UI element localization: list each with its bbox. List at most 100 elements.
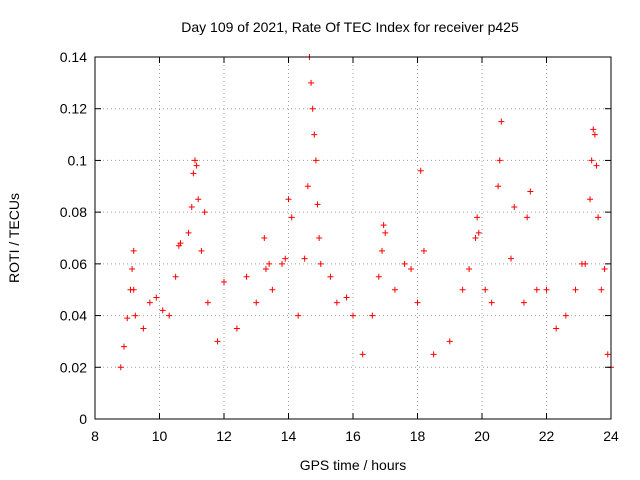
x-tick-label: 24 [603,428,619,444]
data-point [380,222,387,229]
data-point [379,247,386,254]
data-point [117,364,124,371]
data-point [401,260,408,267]
data-point [282,255,289,262]
data-point [466,266,473,273]
data-point [472,235,479,241]
data-point [188,203,195,210]
data-point [475,229,482,236]
data-point [524,214,531,221]
data-point [316,235,323,241]
data-point [488,299,495,306]
data-point [543,286,550,293]
data-point [311,131,318,138]
data-point [446,338,453,345]
x-tick-label: 16 [345,428,361,444]
y-tick-label: 0.12 [60,101,87,117]
data-point [191,157,198,164]
data-point [508,255,515,262]
x-tick-label: 8 [91,428,99,444]
data-point [285,196,292,203]
data-point [496,157,503,164]
data-point [193,162,200,169]
y-tick-label: 0 [79,411,87,427]
data-point [204,299,211,306]
data-point [201,209,208,216]
data-point [130,286,137,293]
data-point [140,325,147,332]
data-point [588,157,595,164]
data-point [572,286,579,293]
x-tick-label: 12 [216,428,232,444]
data-point [262,266,269,273]
grid-lines [95,57,611,419]
y-tick-label: 0.06 [60,256,87,272]
data-point [417,167,424,174]
data-point [153,294,160,301]
data-point [553,325,560,332]
y-tick-label: 0.02 [60,359,87,375]
data-point [159,307,166,314]
data-point [495,183,502,190]
data-point [214,338,221,345]
data-point [177,240,184,247]
data-point [562,312,569,319]
data-point [261,235,268,241]
y-tick-label: 0.1 [68,152,88,168]
data-points [117,54,614,371]
data-point [420,247,427,254]
data-point [146,299,153,306]
data-point [295,312,302,319]
data-point [359,351,366,358]
data-point [520,299,527,306]
data-point [121,343,128,350]
data-point [279,260,286,267]
data-point [166,312,173,319]
data-point [593,162,600,169]
data-point [601,266,608,273]
data-point [590,126,597,133]
data-point [343,294,350,301]
data-point [382,229,389,236]
y-tick-label: 0.14 [60,49,87,65]
data-point [269,286,276,293]
data-point [304,183,311,190]
data-point [308,79,315,86]
x-tick-label: 18 [410,428,426,444]
data-point [430,351,437,358]
data-point [233,325,240,332]
axis-ticks: 8 10 12 14 16 18 20 22 24 0 0.02 0.04 0.06 0.08 0.1 0.1… [60,49,619,444]
data-point [195,196,202,203]
data-point [595,214,602,221]
data-point [511,203,518,210]
data-point [130,247,137,254]
data-point [132,312,139,319]
data-point [391,286,398,293]
data-point [124,315,131,322]
data-point [301,255,308,262]
data-point [314,201,321,208]
data-point [185,229,192,236]
chart-title: Day 109 of 2021, Rate Of TEC Index for r… [181,19,519,35]
data-point [587,196,594,203]
data-point [288,214,295,221]
x-tick-label: 10 [152,428,168,444]
data-point [317,260,324,267]
y-tick-label: 0.08 [60,204,87,220]
x-axis-label: GPS time / hours [299,457,407,473]
data-point [312,157,319,164]
data-point [266,260,273,267]
data-point [598,286,605,293]
data-point [533,286,540,293]
data-point [350,312,356,319]
data-point [172,273,179,280]
data-point [129,266,136,273]
x-tick-label: 14 [281,428,297,444]
data-point [498,118,505,125]
data-point [369,312,376,319]
x-tick-label: 20 [474,428,490,444]
data-point [221,278,227,285]
data-point [474,214,481,221]
data-point [375,273,382,280]
